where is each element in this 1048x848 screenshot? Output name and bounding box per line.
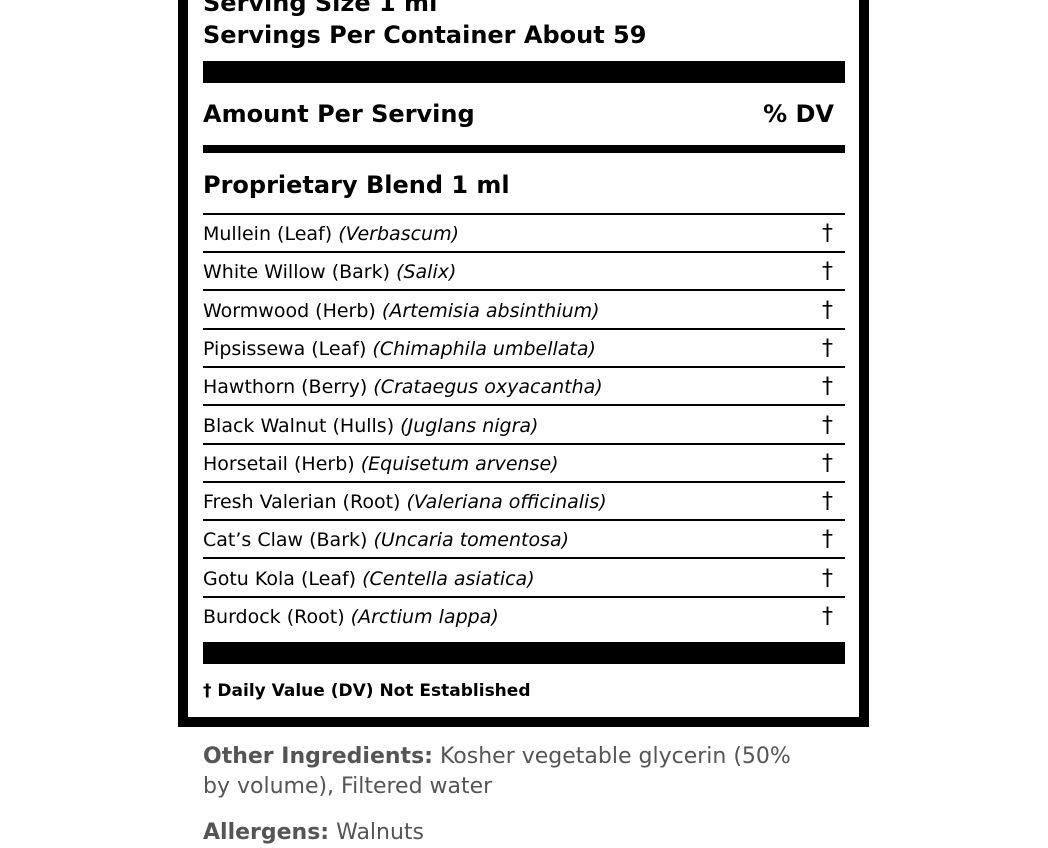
ingredient-row: Gotu Kola (Leaf) (Centella asiatica) † <box>203 560 845 598</box>
other-label: Other Ingredients: <box>203 744 433 769</box>
dv-mark: † <box>822 259 833 285</box>
common-name: Gotu Kola (Leaf) <box>203 567 357 590</box>
label-box <box>178 0 869 727</box>
dv-mark: † <box>822 412 833 438</box>
common-name: Hawthorn (Berry) <box>203 376 368 399</box>
dv-mark: † <box>822 374 833 400</box>
other-text: Kosher vegetable glycerin (50% by volume… <box>203 744 791 799</box>
servings-per-container: Servings Per Container About 59 <box>203 21 647 49</box>
other-ingredients: Other Ingredients: Kosher vegetable glyc… <box>203 742 823 802</box>
common-name: Wormwood (Herb) <box>203 299 376 322</box>
serving-size: Serving Size 1 ml <box>203 0 438 17</box>
thick-bar <box>203 61 845 83</box>
ingredient-row: Pipsissewa (Leaf) (Chimaphila umbellata)… <box>203 330 845 368</box>
dv-mark: † <box>822 450 833 476</box>
amount-header: Amount Per Serving <box>203 100 475 128</box>
latin-name: (Chimaphila umbellata) <box>372 337 596 360</box>
latin-name: (Uncaria tomentosa) <box>373 529 570 552</box>
latin-name: (Equisetum arvense) <box>360 452 559 475</box>
common-name: Fresh Valerian (Root) <box>203 491 401 514</box>
ingredient-row: Mullein (Leaf) (Verbascum) † <box>203 215 845 253</box>
thick-bar <box>203 642 845 664</box>
bar <box>203 145 845 153</box>
latin-name: (Verbascum) <box>338 223 459 245</box>
latin-name: (Juglans nigra) <box>400 414 539 437</box>
blend-title: Proprietary Blend 1 ml <box>203 171 510 199</box>
allergens: Allergens: Walnuts <box>203 818 823 848</box>
latin-name: (Arctium lappa) <box>350 606 499 628</box>
dv-mark: † <box>822 221 833 246</box>
common-name: Burdock (Root) <box>203 606 345 628</box>
common-name: Pipsissewa (Leaf) <box>203 337 367 360</box>
ingredient-row: Wormwood (Herb) (Artemisia absinthium) † <box>203 292 845 330</box>
latin-name: (Centella asiatica) <box>362 567 535 590</box>
common-name: White Willow (Bark) <box>203 261 391 284</box>
latin-name: (Salix) <box>396 261 457 284</box>
ingredient-row: Black Walnut (Hulls) (Juglans nigra) † <box>203 407 845 445</box>
dv-mark: † <box>822 527 833 553</box>
common-name: Mullein (Leaf) <box>203 223 333 245</box>
dv-mark: † <box>822 335 833 361</box>
footnote: † Daily Value (DV) Not Established <box>203 681 531 701</box>
ingredient-row: White Willow (Bark) (Salix) † <box>203 253 845 292</box>
ingredient-row: Horsetail (Herb) (Equisetum arvense) † <box>203 445 845 483</box>
allergens-label: Allergens: <box>203 820 330 845</box>
allergens-text: Walnuts <box>336 820 425 845</box>
common-name: Cat’s Claw (Bark) <box>203 529 368 552</box>
rule <box>203 213 845 215</box>
ingredient-row: Burdock (Root) (Arctium lappa) † <box>203 598 845 636</box>
dv-mark: † <box>822 565 833 591</box>
latin-name: (Artemisia absinthium) <box>381 299 600 322</box>
ingredient-row: Hawthorn (Berry) (Crataegus oxyacantha) † <box>203 368 845 407</box>
ingredient-row: Fresh Valerian (Root) (Valeriana officin… <box>203 483 845 522</box>
common-name: Horsetail (Herb) <box>203 452 355 475</box>
ingredient-row: Cat’s Claw (Bark) (Uncaria tomentosa) † <box>203 521 845 560</box>
common-name: Black Walnut (Hulls) <box>203 414 395 437</box>
dv-header: % DV <box>763 100 834 128</box>
latin-name: (Valeriana officinalis) <box>406 491 607 514</box>
dv-mark: † <box>822 297 833 323</box>
dv-mark: † <box>822 604 833 629</box>
dv-mark: † <box>822 489 833 515</box>
latin-name: (Crataegus oxyacantha) <box>373 376 603 399</box>
